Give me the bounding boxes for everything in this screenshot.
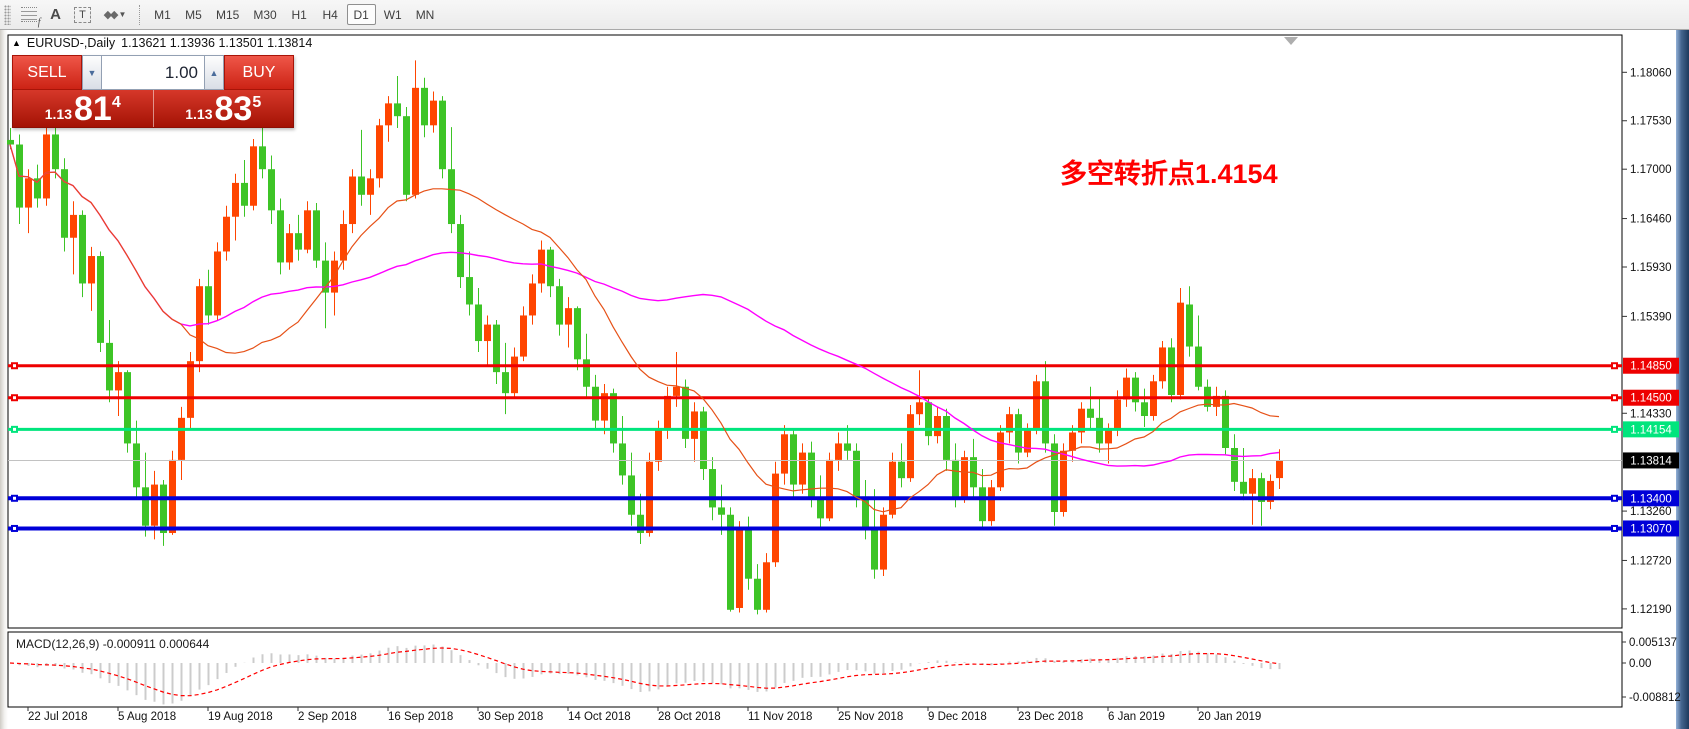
macd-tick-label: 0.005137 bbox=[1629, 637, 1677, 649]
volume-decrease-button[interactable]: ▼ bbox=[82, 55, 102, 90]
macd-label: MACD(12,26,9) -0.000911 0.000644 bbox=[16, 637, 210, 651]
volume-input[interactable] bbox=[102, 55, 204, 90]
price-tick-label: 1.17530 bbox=[1630, 116, 1672, 128]
price-tick-label: 1.12720 bbox=[1630, 555, 1672, 567]
date-tick-label: 25 Nov 2018 bbox=[838, 711, 903, 723]
timeframe-button-h1[interactable]: H1 bbox=[291, 7, 307, 22]
chevron-up-icon: ▲ bbox=[209, 67, 219, 78]
resistance-line-14500[interactable] bbox=[8, 394, 1622, 402]
chevron-down-icon: ▼ bbox=[87, 67, 97, 78]
buy-price-pip: 5 bbox=[252, 94, 262, 111]
pivot-line-14154[interactable] bbox=[8, 425, 1622, 433]
support-line-13400[interactable] bbox=[8, 494, 1622, 502]
date-tick-label: 22 Jul 2018 bbox=[28, 711, 87, 723]
chart-symbol-period: EURUSD-,Daily bbox=[26, 36, 116, 50]
price-tick-label: 1.17000 bbox=[1630, 164, 1672, 176]
candlestick-series bbox=[7, 60, 1283, 615]
timeframe-button-w1[interactable]: W1 bbox=[383, 7, 402, 22]
date-tick-label: 30 Sep 2018 bbox=[478, 711, 543, 723]
sell-price-pip: 4 bbox=[111, 94, 121, 111]
buy-price-big: 83 bbox=[214, 90, 253, 129]
price-badge-1.14850: 1.14850 bbox=[1623, 357, 1679, 374]
toolbar: A T ◆◆▼ M1 M5 M15 M30 H1 H4 D1 W1 MN bbox=[0, 0, 1689, 30]
svg-text:1.14500: 1.14500 bbox=[1630, 393, 1672, 405]
date-tick-label: 20 Jan 2019 bbox=[1198, 711, 1261, 723]
price-badge-1.13070: 1.13070 bbox=[1623, 520, 1679, 537]
date-tick-label: 6 Jan 2019 bbox=[1108, 711, 1165, 723]
support-line-13070[interactable] bbox=[8, 524, 1622, 532]
price-tick-label: 1.13260 bbox=[1630, 506, 1672, 518]
date-axis: 22 Jul 2018 5 Aug 2018 19 Aug 2018 2 Sep 20… bbox=[27, 707, 1261, 723]
timeframe-button-mn[interactable]: MN bbox=[415, 7, 435, 22]
buy-price[interactable]: 1.13 83 5 bbox=[152, 90, 294, 129]
pivot-annotation-text[interactable]: 多空转折点1.4154 bbox=[1060, 159, 1278, 189]
date-tick-label: 14 Oct 2018 bbox=[568, 711, 631, 723]
timeframe-button-h4[interactable]: H4 bbox=[322, 7, 338, 22]
price-badge-1.14154: 1.14154 bbox=[1623, 421, 1679, 438]
text-label-icon[interactable]: A bbox=[50, 6, 61, 23]
draw-objects-icon[interactable]: ◆◆ ▼ bbox=[103, 9, 127, 21]
price-badge-1.13814: 1.13814 bbox=[1623, 452, 1679, 469]
ma-fast-line bbox=[9, 144, 1280, 513]
price-tick-label: 1.14330 bbox=[1630, 408, 1672, 420]
date-tick-label: 11 Nov 2018 bbox=[748, 711, 812, 723]
price-tick-label: 1.18060 bbox=[1630, 67, 1672, 79]
chart-ohlc-values: 1.13621 1.13936 1.13501 1.13814 bbox=[121, 36, 313, 50]
toolbar-grip[interactable] bbox=[4, 4, 11, 25]
date-tick-label: 5 Aug 2018 bbox=[118, 711, 176, 723]
date-tick-label: 16 Sep 2018 bbox=[388, 711, 453, 723]
svg-text:1.14850: 1.14850 bbox=[1630, 361, 1672, 373]
toolbar-separator bbox=[139, 4, 141, 25]
price-tick-label: 1.15930 bbox=[1630, 262, 1672, 274]
date-tick-label: 28 Oct 2018 bbox=[658, 711, 721, 723]
price-tick-label: 1.15390 bbox=[1630, 311, 1672, 323]
macd-plot-frame bbox=[7, 631, 1623, 708]
date-tick-label: 2 Sep 2018 bbox=[298, 711, 357, 723]
macd-axis: 0.005137 0.00 -0.008812 bbox=[1622, 637, 1681, 704]
macd-tick-label: -0.008812 bbox=[1629, 692, 1681, 704]
window-right-border[interactable] bbox=[1676, 30, 1689, 729]
chevron-down-icon: ▼ bbox=[118, 10, 127, 19]
timeframe-button-d1[interactable]: D1 bbox=[346, 4, 376, 25]
price-tick-label: 1.12190 bbox=[1630, 604, 1672, 616]
indicators-list-icon[interactable] bbox=[15, 3, 42, 28]
svg-text:1.14154: 1.14154 bbox=[1630, 424, 1672, 436]
chart-shift-marker-icon[interactable] bbox=[1284, 37, 1298, 45]
macd-tick-label: 0.00 bbox=[1629, 658, 1651, 670]
resistance-line-14850[interactable] bbox=[8, 362, 1622, 370]
sell-price-prefix: 1.13 bbox=[44, 106, 72, 122]
sell-button[interactable]: SELL bbox=[12, 55, 82, 90]
timeframe-button-m1[interactable]: M1 bbox=[154, 7, 171, 22]
buy-button[interactable]: BUY bbox=[224, 55, 294, 90]
svg-text:MACD(12,26,9) -0.000911 0.0006: MACD(12,26,9) -0.000911 0.000644 bbox=[16, 637, 210, 651]
price-tick-label: 1.16460 bbox=[1630, 214, 1672, 226]
text-box-icon[interactable]: T bbox=[69, 3, 96, 27]
chart-title: ▲ EURUSD-,Daily 1.13621 1.13936 1.13501 … bbox=[12, 36, 312, 50]
price-badge-1.14500: 1.14500 bbox=[1623, 389, 1679, 406]
svg-text:1.13070: 1.13070 bbox=[1630, 523, 1672, 535]
timeframe-button-m15[interactable]: M15 bbox=[216, 7, 240, 22]
timeframe-buttons: M1 M5 M15 M30 H1 H4 D1 W1 MN bbox=[147, 4, 441, 25]
window-left-border bbox=[0, 30, 8, 729]
svg-text:1.13814: 1.13814 bbox=[1630, 455, 1672, 467]
buy-price-prefix: 1.13 bbox=[185, 106, 213, 122]
timeframe-button-m5[interactable]: M5 bbox=[185, 7, 202, 22]
timeframe-button-m30[interactable]: M30 bbox=[253, 7, 277, 22]
price-axis: 1.18060 1.17530 1.17000 1.16460 1.15930 1.153… bbox=[1622, 67, 1672, 616]
date-tick-label: 19 Aug 2018 bbox=[208, 711, 273, 723]
volume-increase-button[interactable]: ▲ bbox=[204, 55, 224, 90]
sell-price[interactable]: 1.13 81 4 bbox=[13, 90, 153, 127]
ma-slow-line bbox=[9, 144, 1280, 467]
date-tick-label: 9 Dec 2018 bbox=[928, 711, 987, 723]
one-click-panel-toggle-icon[interactable]: ▲ bbox=[12, 38, 21, 48]
date-tick-label: 23 Dec 2018 bbox=[1018, 711, 1083, 723]
sell-price-big: 81 bbox=[74, 90, 112, 129]
macd-histogram bbox=[18, 644, 1281, 705]
price-badge-1.13400: 1.13400 bbox=[1623, 490, 1679, 507]
one-click-trading-panel: SELL ▼ ▲ BUY 1.13 81 4 1.13 83 5 bbox=[12, 55, 294, 128]
svg-text:1.13400: 1.13400 bbox=[1630, 493, 1672, 505]
